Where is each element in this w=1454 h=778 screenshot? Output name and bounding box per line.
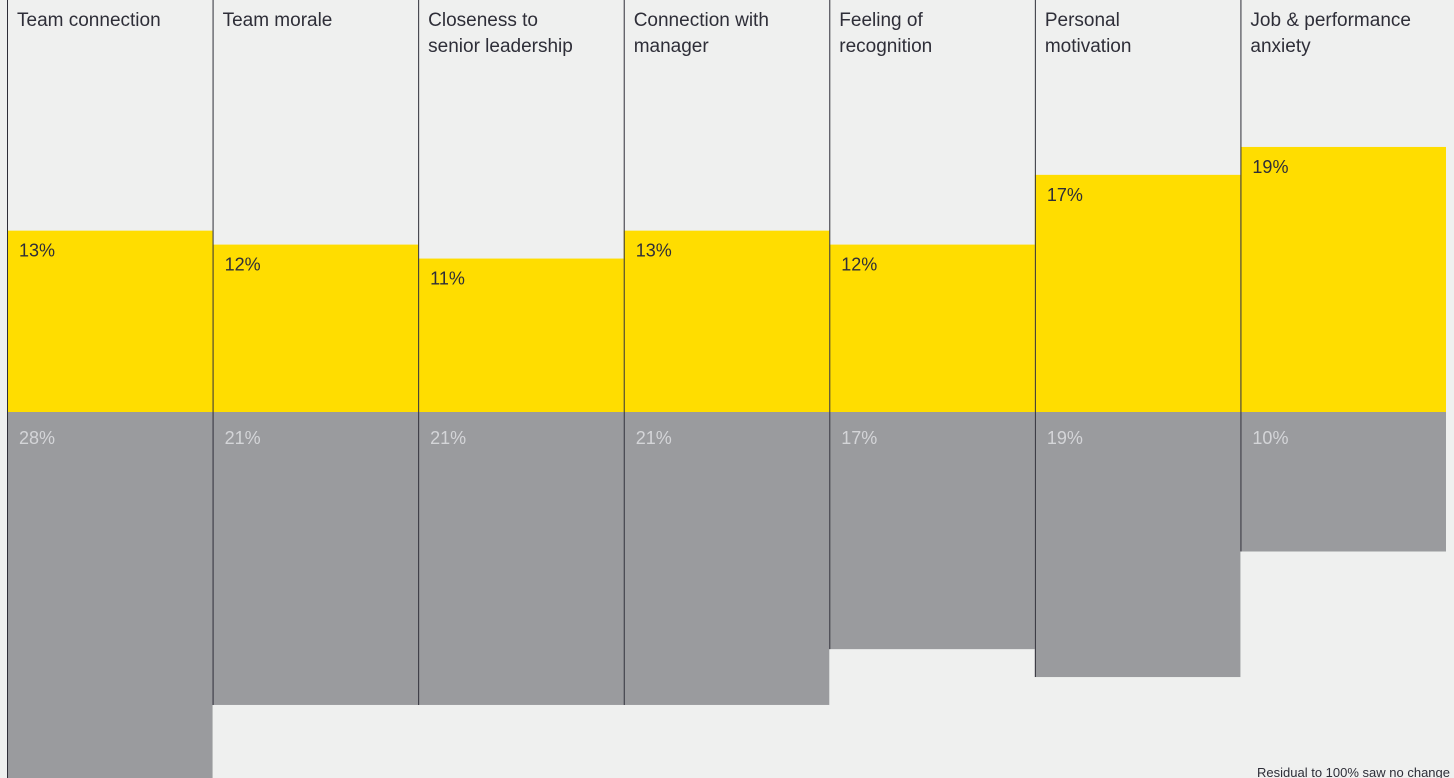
data-label-positive: 13% bbox=[636, 241, 672, 261]
bar-negative bbox=[829, 412, 1035, 650]
data-label-negative: 21% bbox=[225, 428, 261, 448]
category-label: senior leadership bbox=[428, 36, 573, 57]
bar-negative bbox=[418, 412, 624, 705]
data-label-negative: 17% bbox=[841, 428, 877, 448]
bar-positive bbox=[623, 230, 830, 412]
data-label-negative: 19% bbox=[1047, 428, 1083, 448]
data-label-negative: 28% bbox=[19, 428, 55, 448]
category-label: Team morale bbox=[223, 10, 333, 31]
category-label: recognition bbox=[839, 36, 932, 57]
data-label-negative: 21% bbox=[636, 428, 672, 448]
bar-positive bbox=[7, 230, 213, 412]
data-label-positive: 12% bbox=[225, 255, 261, 275]
data-label-positive: 13% bbox=[19, 241, 55, 261]
bar-positive bbox=[1034, 174, 1241, 412]
bar-positive bbox=[829, 244, 1035, 412]
bar-negative bbox=[1240, 412, 1446, 552]
data-label-positive: 12% bbox=[841, 255, 877, 275]
category-label: Closeness to bbox=[428, 10, 538, 31]
bar-negative bbox=[212, 412, 419, 705]
bar-positive bbox=[212, 244, 419, 412]
category-label: Feeling of bbox=[839, 10, 923, 31]
category-label: anxiety bbox=[1250, 36, 1311, 57]
bar-negative bbox=[1034, 412, 1241, 678]
data-label-positive: 11% bbox=[430, 269, 465, 289]
data-label-positive: 17% bbox=[1047, 185, 1083, 205]
category-label: manager bbox=[634, 36, 710, 57]
category-label: Team connection bbox=[17, 10, 161, 31]
bar-negative bbox=[7, 412, 213, 778]
bar-positive bbox=[418, 258, 624, 412]
footnote: Residual to 100% saw no change bbox=[1257, 765, 1450, 778]
category-label: Personal bbox=[1045, 10, 1120, 31]
category-label: motivation bbox=[1045, 36, 1132, 57]
data-label-negative: 10% bbox=[1252, 428, 1288, 448]
data-label-positive: 19% bbox=[1252, 157, 1288, 177]
data-label-negative: 21% bbox=[430, 428, 466, 448]
bar-negative bbox=[623, 412, 830, 705]
category-label: Connection with bbox=[634, 10, 769, 31]
bar-positive bbox=[1240, 146, 1446, 412]
category-label: Job & performance bbox=[1250, 10, 1411, 31]
